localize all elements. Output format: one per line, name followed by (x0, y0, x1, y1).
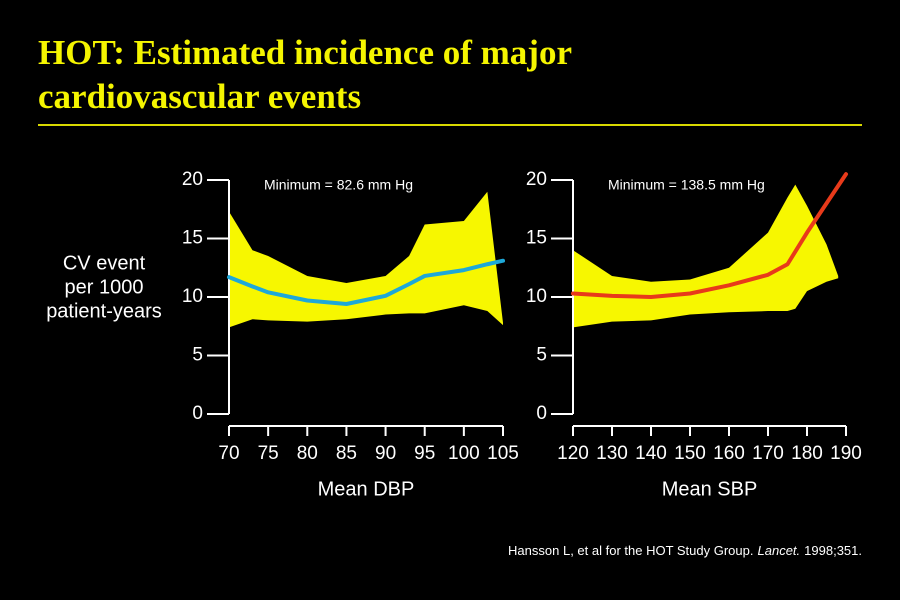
annotation: Minimum = 138.5 mm Hg (608, 177, 765, 193)
x-tick-label: 70 (218, 443, 239, 464)
y-tick-label: 15 (526, 228, 547, 249)
confidence-band (229, 191, 503, 328)
y-tick-label: 20 (182, 169, 203, 190)
y-axis-label: per 1000 (65, 276, 144, 298)
x-tick-label: 75 (258, 443, 279, 464)
y-tick-label: 10 (526, 286, 547, 307)
citation: Hansson L, et al for the HOT Study Group… (508, 543, 862, 558)
citation-part: 1998;351. (804, 543, 862, 558)
y-tick-label: 5 (536, 345, 547, 366)
citation-part: Hansson L, et al for the HOT Study Group… (508, 543, 753, 558)
data-line (227, 258, 505, 307)
x-tick-label: 150 (674, 443, 706, 464)
confidence-band (573, 184, 839, 328)
x-tick-label: 120 (557, 443, 589, 464)
x-tick-label: 85 (336, 443, 357, 464)
x-tick-label: 100 (448, 443, 480, 464)
y-axis-label: CV event (63, 252, 146, 274)
x-axis-label: Mean SBP (662, 478, 758, 500)
x-tick-label: 140 (635, 443, 667, 464)
title-line: HOT: Estimated incidence of major (38, 33, 572, 72)
y-tick-label: 20 (526, 169, 547, 190)
x-tick-label: 95 (414, 443, 435, 464)
x-tick-label: 170 (752, 443, 784, 464)
y-tick-label: 0 (536, 403, 547, 424)
y-tick-label: 10 (182, 286, 203, 307)
x-tick-label: 90 (375, 443, 396, 464)
y-tick-label: 5 (192, 345, 203, 366)
y-axis-label: patient-years (46, 300, 162, 322)
citation-part: Lancet. (758, 543, 801, 558)
x-tick-label: 105 (487, 443, 519, 464)
x-tick-label: 80 (297, 443, 318, 464)
data-line (571, 172, 848, 299)
annotation: Minimum = 82.6 mm Hg (264, 177, 413, 193)
x-tick-label: 130 (596, 443, 628, 464)
x-tick-label: 190 (830, 443, 862, 464)
x-axis-label: Mean DBP (318, 478, 415, 500)
x-tick-label: 180 (791, 443, 823, 464)
y-tick-label: 0 (192, 403, 203, 424)
y-tick-label: 15 (182, 228, 203, 249)
title-line: cardiovascular events (38, 77, 361, 116)
x-tick-label: 160 (713, 443, 745, 464)
